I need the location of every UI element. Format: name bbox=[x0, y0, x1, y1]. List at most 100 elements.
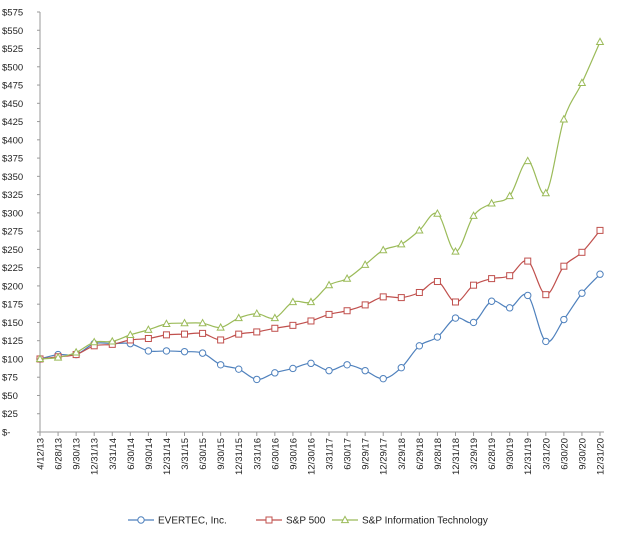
data-point bbox=[144, 325, 153, 333]
y-axis-ticks: $- $25 $50 $75 $100 $125 $150 $175 $200 $225 $250 $… bbox=[2, 8, 40, 439]
data-point bbox=[488, 275, 496, 283]
y-tick-label: $25 bbox=[2, 409, 18, 420]
data-point bbox=[162, 347, 171, 355]
y-tick-label: $375 bbox=[2, 154, 23, 165]
data-point bbox=[306, 297, 316, 306]
data-point bbox=[560, 262, 568, 270]
data-point bbox=[397, 294, 405, 302]
x-tick-label: 9/30/19 bbox=[505, 438, 516, 470]
data-point bbox=[252, 309, 262, 317]
data-point bbox=[217, 336, 225, 344]
x-tick-label: 6/30/15 bbox=[198, 438, 209, 470]
data-point bbox=[596, 270, 604, 278]
x-tick-label: 3/31/17 bbox=[325, 438, 336, 470]
y-tick-label: $450 bbox=[2, 99, 23, 110]
y-tick-label: $300 bbox=[2, 208, 23, 219]
data-point bbox=[307, 317, 315, 325]
data-point bbox=[487, 297, 496, 305]
data-point bbox=[35, 354, 45, 363]
data-point bbox=[541, 188, 551, 197]
y-tick-label: $125 bbox=[2, 336, 23, 347]
series-layer bbox=[35, 37, 605, 384]
data-point bbox=[379, 374, 387, 383]
x-tick-label: 9/30/16 bbox=[288, 438, 299, 470]
data-point bbox=[289, 364, 297, 373]
data-point bbox=[578, 248, 586, 256]
y-tick-label: $225 bbox=[2, 263, 23, 274]
data-point bbox=[487, 198, 496, 207]
y-tick-label: $50 bbox=[2, 391, 18, 402]
data-point bbox=[71, 347, 81, 356]
y-tick-label: $- bbox=[2, 428, 10, 439]
x-tick-label: 12/31/15 bbox=[234, 438, 245, 475]
legend-label: S&P Information Technology bbox=[362, 516, 488, 527]
data-point bbox=[360, 260, 370, 268]
data-point bbox=[343, 361, 351, 369]
x-axis-ticks: 4/12/13 6/28/13 9/30/13 12/31/13 3/31/14 6/30… bbox=[36, 432, 607, 475]
data-point bbox=[451, 298, 459, 306]
x-tick-label: 12/29/17 bbox=[379, 438, 390, 475]
x-tick-label: 12/31/18 bbox=[451, 438, 462, 475]
data-point bbox=[216, 361, 225, 369]
x-tick-label: 3/31/14 bbox=[108, 438, 119, 470]
data-point bbox=[433, 208, 442, 217]
data-point bbox=[253, 375, 261, 384]
x-tick-label: 9/29/17 bbox=[361, 438, 372, 470]
series-line bbox=[39, 41, 601, 360]
data-point bbox=[542, 337, 550, 346]
data-point bbox=[343, 307, 351, 315]
y-tick-label: $500 bbox=[2, 62, 23, 73]
data-point bbox=[234, 313, 243, 322]
data-point bbox=[325, 366, 333, 375]
data-point bbox=[361, 301, 369, 309]
data-point bbox=[198, 318, 207, 327]
data-point bbox=[559, 114, 569, 123]
data-point bbox=[505, 191, 514, 200]
data-point bbox=[596, 226, 604, 234]
data-point bbox=[542, 291, 550, 299]
data-point bbox=[288, 297, 298, 306]
data-point bbox=[162, 319, 171, 327]
data-point bbox=[89, 337, 99, 346]
y-tick-label: $525 bbox=[2, 44, 23, 55]
x-tick-label: 12/31/20 bbox=[596, 438, 607, 475]
data-point bbox=[181, 330, 189, 338]
y-tick-label: $75 bbox=[2, 373, 18, 384]
legend-label: EVERTEC, Inc. bbox=[158, 516, 227, 527]
data-point bbox=[270, 313, 280, 322]
y-tick-label: $275 bbox=[2, 227, 23, 238]
x-tick-label: 3/31/15 bbox=[180, 438, 191, 470]
data-point bbox=[198, 349, 207, 357]
data-point bbox=[451, 314, 460, 322]
legend-item: S&P 500 bbox=[256, 516, 326, 527]
data-point bbox=[524, 291, 532, 300]
y-tick-label: $575 bbox=[2, 8, 23, 19]
x-tick-label: 3/29/19 bbox=[469, 438, 480, 470]
data-point bbox=[180, 347, 189, 356]
data-point bbox=[144, 347, 153, 355]
data-point bbox=[469, 318, 478, 327]
x-tick-label: 9/30/13 bbox=[72, 438, 83, 470]
data-point bbox=[199, 329, 207, 337]
data-point bbox=[379, 293, 387, 301]
x-tick-label: 9/28/18 bbox=[433, 438, 444, 470]
data-point bbox=[307, 359, 315, 368]
y-tick-label: $200 bbox=[2, 281, 23, 292]
data-point bbox=[451, 246, 460, 255]
y-tick-label: $250 bbox=[2, 245, 23, 256]
x-tick-label: 6/30/20 bbox=[559, 438, 570, 470]
data-point bbox=[361, 366, 369, 375]
x-tick-label: 6/29/18 bbox=[415, 438, 426, 470]
y-tick-label: $150 bbox=[2, 318, 23, 329]
data-point bbox=[415, 342, 424, 350]
data-point bbox=[324, 280, 334, 289]
legend-marker bbox=[137, 516, 145, 524]
data-point bbox=[253, 328, 261, 336]
data-point bbox=[144, 335, 152, 343]
y-tick-label: $475 bbox=[2, 81, 23, 92]
data-point bbox=[595, 37, 605, 46]
data-point bbox=[469, 211, 478, 219]
x-tick-label: 9/30/14 bbox=[144, 438, 155, 470]
x-tick-label: 6/28/13 bbox=[54, 438, 65, 470]
x-tick-label: 6/30/17 bbox=[343, 438, 354, 470]
